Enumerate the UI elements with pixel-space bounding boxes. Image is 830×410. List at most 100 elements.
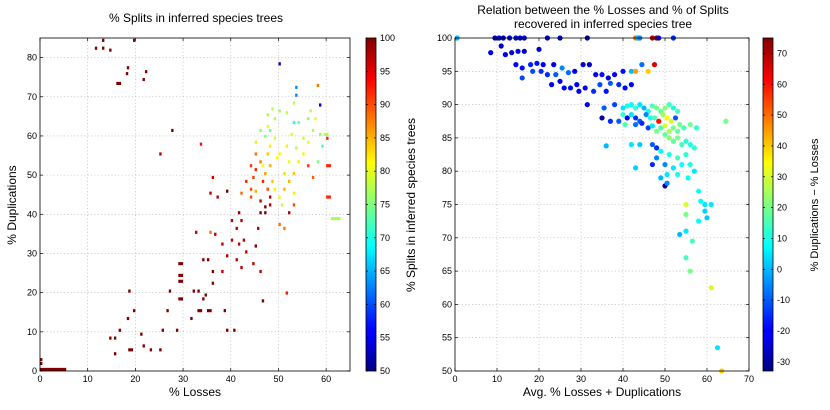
- scatter-point: [645, 125, 651, 131]
- heatmap-colorbar-tick-label: 70: [380, 233, 390, 243]
- heatmap-cell: [190, 316, 193, 321]
- scatter-point: [536, 46, 542, 52]
- scatter-point: [519, 75, 525, 81]
- heatmap-y-tick-label: 30: [27, 248, 37, 258]
- heatmap-cell: [204, 293, 207, 297]
- scatter-point: [624, 115, 630, 121]
- heatmap-cell: [285, 111, 288, 115]
- scatter-point: [633, 121, 639, 128]
- scatter-y-tick-label: 95: [442, 66, 452, 76]
- scatter-point: [687, 268, 693, 274]
- heatmap-cell: [326, 195, 331, 199]
- heatmap-x-tick-label: 60: [321, 374, 331, 384]
- heatmap-cell: [113, 352, 117, 356]
- scatter-point: [622, 85, 628, 91]
- scatter-point: [637, 102, 643, 108]
- scatter-point: [502, 52, 508, 58]
- scatter-point: [683, 228, 689, 234]
- scatter-point: [696, 188, 702, 194]
- heatmap-cell: [209, 191, 212, 195]
- scatter-y-tick-label: 90: [442, 100, 452, 110]
- heatmap-cell: [240, 266, 243, 270]
- heatmap-cell: [297, 121, 300, 125]
- scatter-point: [616, 118, 622, 124]
- scatter-y-ticks: 50 55 60 65 70 75 80 85 90 95 100: [437, 33, 749, 376]
- scatter-point: [599, 115, 605, 121]
- scatter-point: [649, 141, 656, 148]
- scatter-point: [637, 141, 643, 148]
- scatter-point: [572, 68, 578, 74]
- heatmap-cell: [109, 48, 112, 52]
- heatmap-y-tick-label: 60: [27, 131, 37, 141]
- scatter-point: [584, 102, 590, 108]
- heatmap-cell: [211, 281, 215, 285]
- scatter-point: [605, 75, 611, 81]
- scatter-point: [488, 50, 494, 56]
- scatter-point: [509, 50, 515, 56]
- heatmap-cell: [249, 187, 253, 191]
- heatmap-cell: [195, 230, 198, 234]
- scatter-point: [677, 231, 683, 238]
- scatter-point: [624, 103, 630, 109]
- scatter-point: [549, 82, 555, 88]
- heatmap-cell: [266, 152, 269, 156]
- scatter-y-tick-label: 50: [442, 366, 452, 376]
- scatter-colorbar-tick-label: 20: [777, 203, 787, 213]
- heatmap-cell: [249, 164, 253, 168]
- heatmap-cell: [259, 199, 262, 203]
- scatter-point: [591, 88, 597, 94]
- heatmap-cell: [209, 230, 212, 234]
- heatmap-cell: [206, 309, 212, 313]
- scatter-point: [628, 68, 635, 74]
- heatmap-cell: [214, 232, 217, 236]
- heatmap-cell: [268, 128, 272, 133]
- scatter-colorbar-tick-label: 70: [777, 48, 787, 58]
- scatter-point: [687, 121, 693, 128]
- scatter-point: [691, 145, 698, 151]
- heatmap-colorbar-tick-label: 65: [380, 266, 390, 276]
- heatmap-cell: [233, 328, 236, 332]
- scatter-point: [675, 171, 681, 178]
- scatter-point: [528, 62, 534, 68]
- heatmap-cell: [40, 361, 43, 366]
- heatmap-cell: [254, 152, 257, 156]
- heatmap-y-ticks: 0 10 20 30 40 50 60 70 80: [27, 53, 350, 376]
- scatter-point: [670, 165, 677, 171]
- scatter-x-tick-label: 10: [492, 374, 502, 384]
- scatter-point: [651, 115, 658, 121]
- scatter-point: [666, 128, 672, 134]
- heatmap-cell: [216, 195, 219, 199]
- scatter-point: [551, 62, 557, 68]
- scatter-point: [687, 141, 693, 148]
- heatmap-cell: [161, 328, 164, 332]
- scatter-point: [612, 72, 618, 78]
- heatmap-cell: [321, 144, 324, 148]
- heatmap-cell: [259, 269, 262, 274]
- scatter-point: [498, 43, 504, 49]
- heatmap-cell: [288, 179, 291, 183]
- heatmap-cell: [168, 289, 172, 293]
- scatter-point: [683, 138, 689, 144]
- heatmap-cell: [309, 109, 312, 113]
- heatmap-cell: [240, 218, 243, 223]
- scatter-point: [639, 120, 645, 126]
- scatter-colorbar-tick-label: -30: [777, 357, 790, 367]
- heatmap-x-tick-label: 30: [178, 374, 188, 384]
- scatter-point: [607, 80, 614, 86]
- scatter-point: [675, 108, 681, 114]
- scatter-point: [633, 105, 639, 111]
- scatter-point: [649, 161, 656, 168]
- heatmap-colorbar-tick-label: 85: [380, 133, 390, 143]
- scatter-x-label: Avg. % Losses + Duplications: [523, 385, 681, 399]
- heatmap-cell: [252, 175, 255, 180]
- heatmap-cell: [171, 128, 174, 133]
- scatter-point: [633, 165, 639, 171]
- heatmap-cell: [316, 83, 319, 87]
- scatter-point: [679, 161, 685, 168]
- scatter-colorbar-tick-label: 60: [777, 79, 787, 89]
- scatter-point: [639, 62, 645, 68]
- heatmap-axes-frame: [39, 37, 351, 372]
- heatmap-cell: [254, 244, 257, 248]
- scatter-panel: Relation between the % Losses and % of S…: [404, 3, 821, 399]
